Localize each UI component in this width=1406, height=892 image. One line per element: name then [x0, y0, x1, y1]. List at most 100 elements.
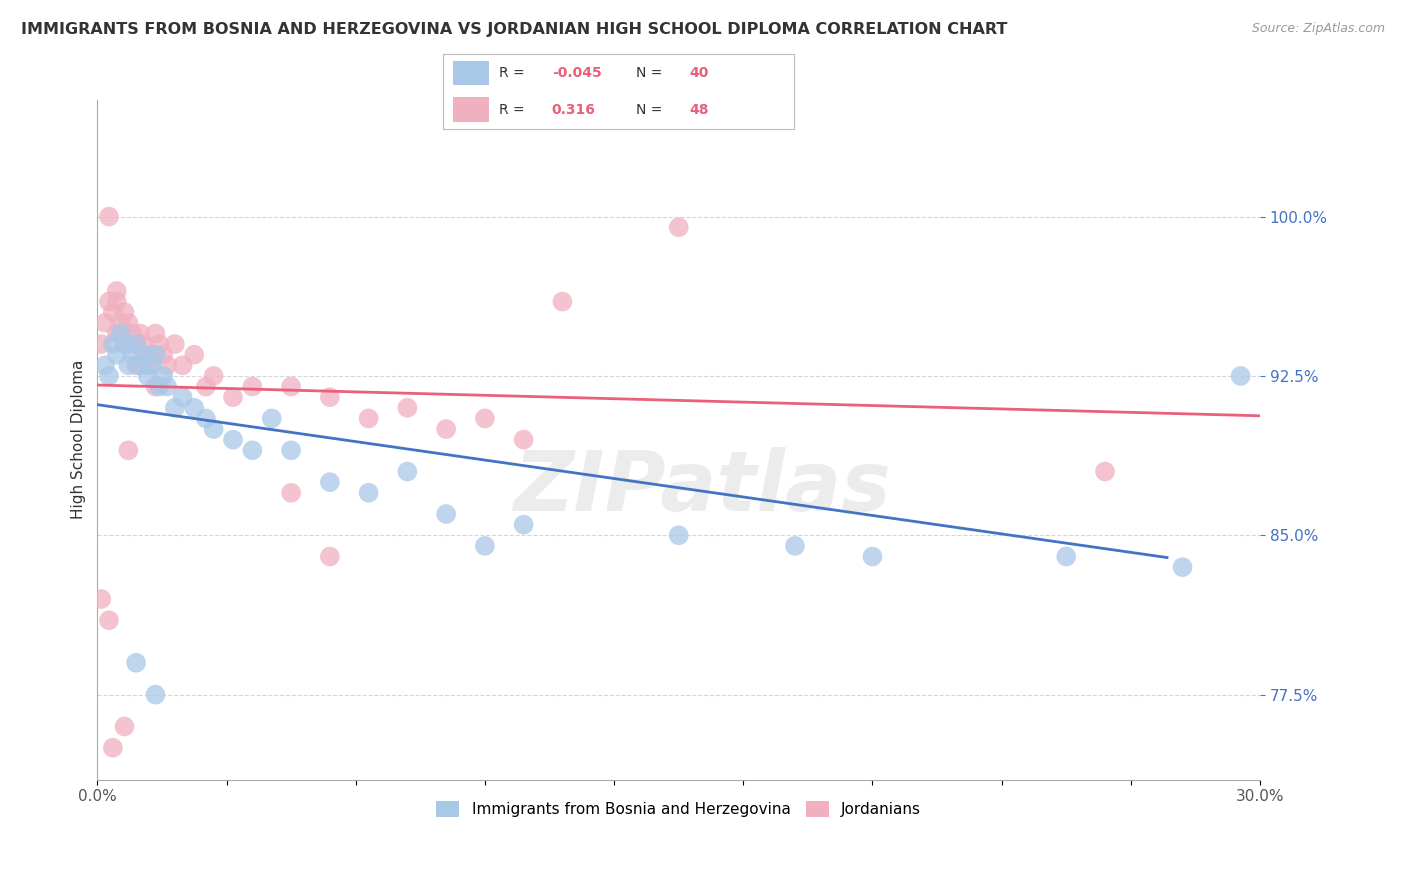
Point: [240, 443, 263, 458]
Point: [357, 411, 380, 425]
Y-axis label: High School Diploma: High School Diploma: [72, 360, 86, 519]
Point: [129, 359, 152, 373]
Point: [280, 379, 302, 393]
Point: [1229, 368, 1251, 383]
Point: [105, 348, 128, 362]
Point: [396, 401, 419, 415]
Text: N =: N =: [636, 66, 666, 80]
Point: [90, 337, 112, 351]
Point: [222, 433, 245, 447]
Text: 48: 48: [689, 103, 709, 117]
Point: [194, 379, 217, 393]
Legend: Immigrants from Bosnia and Herzegovina, Jordanians: Immigrants from Bosnia and Herzegovina, …: [430, 795, 927, 823]
Point: [98, 210, 121, 224]
Point: [163, 401, 186, 415]
Point: [90, 592, 112, 607]
Point: [141, 359, 163, 373]
Text: IMMIGRANTS FROM BOSNIA AND HERZEGOVINA VS JORDANIAN HIGH SCHOOL DIPLOMA CORRELAT: IMMIGRANTS FROM BOSNIA AND HERZEGOVINA V…: [21, 22, 1008, 37]
Point: [1171, 560, 1194, 574]
Point: [668, 220, 690, 235]
Point: [121, 326, 143, 341]
Point: [783, 539, 806, 553]
Point: [129, 326, 152, 341]
Point: [172, 390, 194, 404]
Point: [357, 485, 380, 500]
Point: [512, 517, 534, 532]
Point: [117, 337, 139, 351]
Point: [98, 294, 121, 309]
Point: [222, 390, 245, 404]
Point: [862, 549, 884, 564]
Point: [125, 656, 148, 670]
Text: N =: N =: [636, 103, 666, 117]
Bar: [453, 62, 489, 86]
Text: Source: ZipAtlas.com: Source: ZipAtlas.com: [1251, 22, 1385, 36]
Point: [145, 688, 167, 702]
Point: [1054, 549, 1077, 564]
Point: [183, 348, 205, 362]
Point: [148, 379, 170, 393]
Point: [156, 359, 179, 373]
Point: [117, 316, 139, 330]
Point: [152, 368, 174, 383]
Point: [1094, 465, 1116, 479]
Point: [319, 475, 342, 490]
Point: [202, 368, 225, 383]
Point: [434, 507, 457, 521]
Text: ZIPatlas: ZIPatlas: [513, 447, 891, 528]
Bar: [453, 97, 489, 122]
Text: R =: R =: [499, 66, 529, 80]
Point: [145, 348, 167, 362]
Point: [512, 433, 534, 447]
Point: [105, 294, 128, 309]
Point: [474, 539, 496, 553]
Point: [110, 316, 132, 330]
Point: [280, 485, 302, 500]
Point: [125, 359, 148, 373]
Point: [280, 443, 302, 458]
Point: [551, 294, 574, 309]
Point: [434, 422, 457, 436]
Point: [98, 368, 121, 383]
Point: [319, 549, 342, 564]
Point: [141, 348, 163, 362]
Point: [105, 284, 128, 298]
Point: [101, 740, 124, 755]
Point: [183, 401, 205, 415]
Point: [396, 465, 419, 479]
Point: [114, 305, 136, 319]
Point: [94, 359, 117, 373]
Point: [668, 528, 690, 542]
Point: [156, 379, 179, 393]
Point: [145, 379, 167, 393]
Point: [117, 359, 139, 373]
Point: [114, 337, 136, 351]
Point: [117, 443, 139, 458]
Point: [172, 359, 194, 373]
Point: [260, 411, 283, 425]
Point: [319, 390, 342, 404]
Point: [114, 719, 136, 733]
Point: [110, 326, 132, 341]
Point: [132, 348, 155, 362]
Point: [145, 326, 167, 341]
Point: [94, 316, 117, 330]
Point: [132, 337, 155, 351]
Point: [105, 326, 128, 341]
Point: [101, 337, 124, 351]
Point: [125, 337, 148, 351]
Point: [121, 348, 143, 362]
Text: -0.045: -0.045: [551, 66, 602, 80]
Point: [474, 411, 496, 425]
Point: [98, 613, 121, 627]
Point: [163, 337, 186, 351]
Point: [240, 379, 263, 393]
Point: [125, 337, 148, 351]
Text: 0.316: 0.316: [551, 103, 596, 117]
Point: [194, 411, 217, 425]
Point: [101, 305, 124, 319]
Text: 40: 40: [689, 66, 709, 80]
Text: R =: R =: [499, 103, 529, 117]
Point: [152, 348, 174, 362]
Point: [202, 422, 225, 436]
